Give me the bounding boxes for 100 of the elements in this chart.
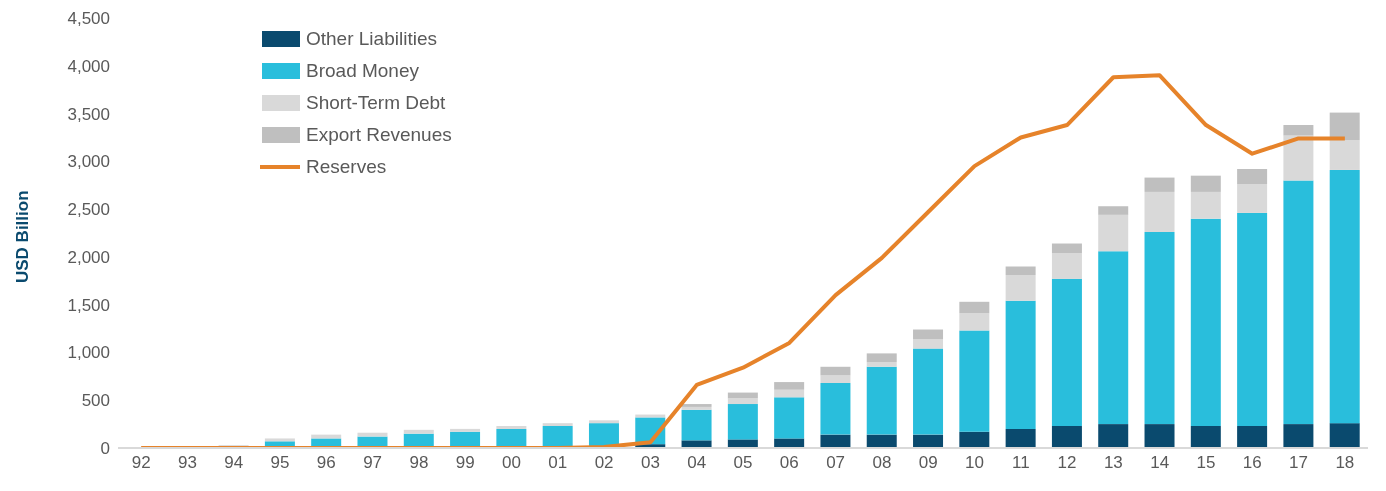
x-tick-label: 14 bbox=[1150, 453, 1170, 473]
x-tick-label: 10 bbox=[965, 453, 984, 473]
bar bbox=[959, 313, 990, 331]
bar bbox=[1237, 184, 1268, 213]
bar bbox=[1098, 206, 1129, 215]
y-tick-label: 500 bbox=[81, 391, 110, 411]
x-tick-label: 96 bbox=[316, 453, 336, 473]
x-tick-label: 16 bbox=[1242, 453, 1262, 473]
bar bbox=[1005, 266, 1036, 276]
x-tick-label: 15 bbox=[1196, 453, 1216, 473]
bar bbox=[959, 431, 990, 448]
x-tick-label: 11 bbox=[1011, 453, 1030, 473]
y-axis-title: USD Billion bbox=[13, 190, 33, 283]
bar bbox=[1190, 218, 1221, 427]
x-tick-label: 94 bbox=[224, 453, 244, 473]
x-tick-label: 93 bbox=[177, 453, 197, 473]
bar bbox=[1051, 426, 1082, 448]
bar bbox=[1144, 177, 1175, 192]
bar bbox=[820, 375, 851, 384]
bar bbox=[866, 434, 897, 448]
y-tick-label: 2,000 bbox=[67, 247, 110, 267]
bar bbox=[820, 383, 851, 435]
x-tick-label: 02 bbox=[594, 453, 614, 473]
bar bbox=[959, 301, 990, 314]
bar bbox=[774, 438, 805, 448]
y-tick-label: 1,000 bbox=[67, 343, 110, 363]
x-tick-label: 18 bbox=[1335, 453, 1355, 473]
x-tick-label: 07 bbox=[826, 453, 846, 473]
legend-label: Other Liabilities bbox=[306, 28, 437, 50]
bar bbox=[1144, 424, 1175, 448]
x-tick-label: 13 bbox=[1103, 453, 1123, 473]
bar bbox=[1005, 275, 1036, 301]
x-tick-label: 09 bbox=[918, 453, 938, 473]
legend-label: Short-Term Debt bbox=[306, 92, 446, 114]
legend-label: Broad Money bbox=[306, 60, 420, 82]
bar bbox=[913, 329, 944, 340]
x-tick-label: 92 bbox=[131, 453, 151, 473]
bar bbox=[1051, 278, 1082, 427]
bar bbox=[681, 440, 712, 448]
y-tick-label: 3,500 bbox=[67, 104, 110, 124]
bar bbox=[727, 404, 758, 440]
x-tick-label: 05 bbox=[733, 453, 753, 473]
bar bbox=[403, 429, 434, 434]
bar bbox=[542, 426, 573, 448]
bar bbox=[1283, 125, 1314, 136]
bar bbox=[450, 428, 481, 432]
y-tick-label: 4,000 bbox=[67, 56, 110, 76]
bar bbox=[542, 423, 573, 427]
x-tick-label: 00 bbox=[502, 453, 521, 473]
bar bbox=[1190, 426, 1221, 448]
x-tick-label: 98 bbox=[409, 453, 429, 473]
y-tick-label: 0 bbox=[100, 439, 110, 459]
y-tick-label: 3,000 bbox=[67, 152, 110, 172]
x-tick-label: 06 bbox=[779, 453, 799, 473]
bar bbox=[774, 382, 805, 390]
bar bbox=[1005, 300, 1036, 429]
legend-label: Export Revenues bbox=[306, 124, 452, 146]
bar bbox=[1098, 214, 1129, 252]
x-tick-label: 97 bbox=[363, 453, 383, 473]
bar bbox=[1190, 175, 1221, 192]
x-tick-label: 03 bbox=[640, 453, 660, 473]
bar bbox=[913, 339, 944, 349]
bar bbox=[1283, 424, 1314, 448]
bar bbox=[588, 420, 619, 424]
x-tick-label: 99 bbox=[455, 453, 475, 473]
bar bbox=[913, 348, 944, 435]
bar bbox=[774, 397, 805, 439]
bar bbox=[1329, 112, 1360, 141]
bar bbox=[727, 398, 758, 405]
x-tick-label: 04 bbox=[687, 453, 707, 473]
bar bbox=[866, 362, 897, 367]
bar bbox=[774, 389, 805, 398]
bar bbox=[866, 353, 897, 362]
x-tick-label: 95 bbox=[270, 453, 290, 473]
bar bbox=[1005, 428, 1036, 448]
y-tick-label: 4,500 bbox=[67, 9, 110, 29]
x-tick-label: 01 bbox=[548, 453, 568, 473]
bar bbox=[959, 330, 990, 432]
bar bbox=[1237, 212, 1268, 427]
bar bbox=[1237, 168, 1268, 185]
bar bbox=[913, 434, 944, 448]
x-tick-label: 08 bbox=[872, 453, 892, 473]
bar bbox=[1098, 251, 1129, 425]
bar bbox=[681, 409, 712, 441]
bar bbox=[357, 432, 388, 437]
x-tick-label: 17 bbox=[1289, 453, 1309, 473]
bar bbox=[1190, 191, 1221, 219]
bar bbox=[727, 439, 758, 448]
x-tick-label: 12 bbox=[1057, 453, 1077, 473]
bar bbox=[1051, 243, 1082, 254]
bar bbox=[820, 434, 851, 448]
bar bbox=[820, 366, 851, 376]
bar bbox=[496, 426, 527, 429]
bar bbox=[1329, 140, 1360, 170]
bar bbox=[1329, 169, 1360, 424]
bar bbox=[1051, 253, 1082, 279]
bar bbox=[1098, 424, 1129, 448]
bar bbox=[1283, 180, 1314, 425]
bar bbox=[1144, 232, 1175, 425]
bar bbox=[866, 366, 897, 435]
